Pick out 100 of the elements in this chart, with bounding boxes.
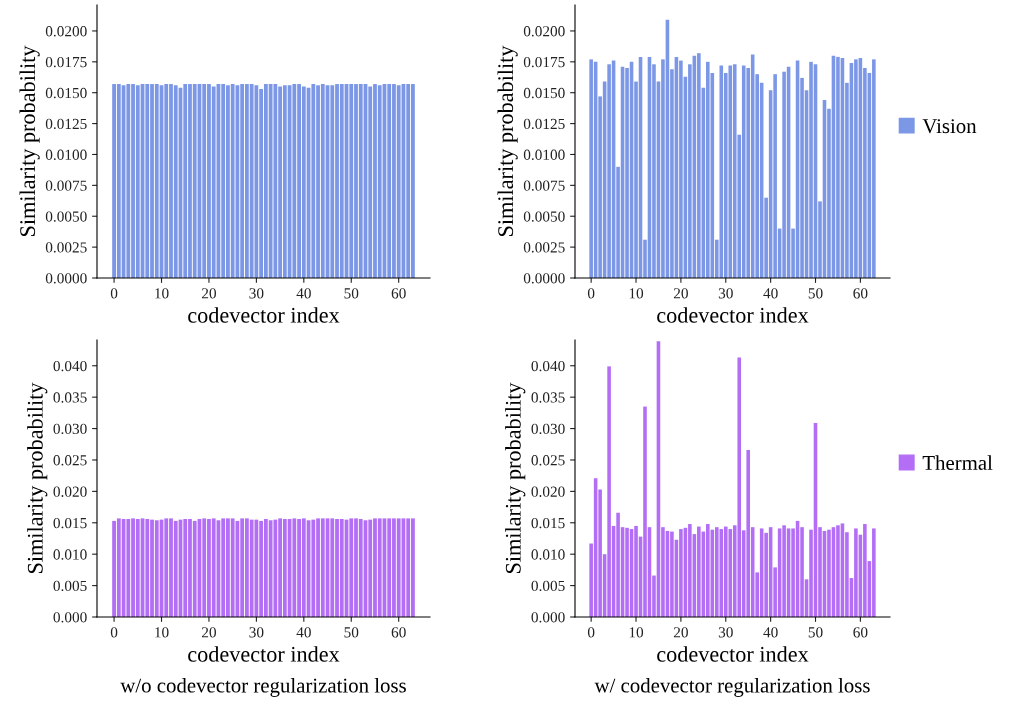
bar	[625, 527, 629, 617]
y-tick-label: 0.0025	[523, 242, 565, 253]
y-axis-title: Similarity probability	[27, 382, 48, 573]
bar	[670, 531, 674, 617]
y-axis-title: Similarity probability	[505, 382, 526, 573]
bar	[706, 61, 710, 278]
bar	[728, 65, 733, 278]
y-tick-label: 0.0150	[523, 87, 565, 99]
y-tick-label: 0.000	[531, 612, 565, 623]
x-tick-label: 50	[344, 288, 359, 299]
x-axis-title: codevector index	[657, 307, 809, 323]
y-tick-label: 0.005	[531, 580, 565, 592]
y-tick-label: 0.005	[53, 580, 87, 592]
bar	[723, 526, 728, 617]
y-tick-label: 0.0075	[523, 180, 565, 191]
x-tick-label: 20	[201, 627, 217, 638]
x-tick-label: 60	[853, 627, 868, 638]
x-tick-label: 60	[853, 288, 868, 299]
bar	[728, 529, 733, 617]
bar	[872, 528, 876, 617]
x-tick-label: 10	[629, 627, 644, 638]
x-tick-label: 0	[587, 627, 595, 638]
y-tick-label: 0.010	[53, 549, 87, 560]
text: w/o codevector regularization loss	[120, 677, 406, 697]
x-tick-label: 0	[110, 627, 118, 638]
x-tick-label: 60	[391, 288, 406, 299]
y-tick-label: 0.030	[53, 423, 87, 435]
y-tick-label: 0.000	[53, 612, 87, 623]
bar	[827, 529, 831, 617]
x-tick-label: 20	[201, 288, 217, 299]
x-tick-label: 10	[629, 288, 644, 299]
y-tick-label: 0.035	[53, 392, 87, 403]
bar	[679, 60, 683, 278]
x-tick-label: 40	[763, 288, 778, 299]
y-tick-label: 0.0200	[45, 26, 87, 37]
bar	[616, 512, 620, 617]
y-tick-label: 0.0050	[45, 211, 87, 222]
y-tick-label: 0.020	[531, 486, 565, 497]
x-tick-label: 40	[296, 288, 311, 299]
bar	[737, 357, 742, 617]
bar	[836, 525, 840, 617]
x-tick-label: 30	[249, 627, 264, 638]
y-axis-title: Similarity probability	[497, 45, 518, 236]
x-tick-label: 10	[155, 627, 169, 638]
bar	[719, 529, 724, 617]
bar	[643, 406, 647, 617]
x-tick-label: 40	[296, 627, 311, 638]
bar	[589, 59, 593, 278]
bar	[607, 64, 611, 278]
y-tick-label: 0.040	[531, 360, 565, 372]
bar	[773, 74, 777, 278]
bar	[732, 64, 737, 278]
bar	[706, 524, 710, 617]
y-tick-label: 0.0100	[45, 149, 87, 160]
y-tick-label: 0.0025	[45, 242, 87, 253]
y-tick-label: 0.0100	[523, 149, 565, 160]
y-tick-label: 0.025	[53, 455, 87, 466]
bar	[872, 59, 876, 278]
bar	[719, 65, 724, 278]
bar	[809, 61, 813, 278]
y-tick-label: 0.0175	[45, 56, 87, 68]
y-tick-label: 0.0125	[45, 118, 87, 130]
bar	[854, 528, 858, 617]
y-tick-label: 0.020	[53, 486, 87, 497]
bar	[607, 366, 611, 617]
x-tick-label: 50	[808, 288, 823, 299]
y-tick-label: 0.0075	[45, 180, 87, 191]
bar	[741, 65, 746, 278]
bar	[863, 524, 867, 617]
x-tick-label: 50	[808, 627, 823, 638]
y-tick-label: 0.030	[531, 423, 565, 435]
bar	[746, 449, 750, 617]
bar	[854, 59, 858, 278]
x-tick-label: 30	[249, 288, 264, 299]
y-tick-label: 0.0200	[523, 26, 565, 37]
y-tick-label: 0.0125	[523, 118, 565, 130]
x-tick-label: 40	[763, 627, 778, 638]
legend-label: Vision	[922, 119, 977, 134]
bar	[679, 529, 683, 617]
y-tick-label: 0.0000	[523, 273, 565, 284]
x-tick-label: 60	[391, 627, 406, 638]
x-tick-label: 50	[344, 627, 359, 638]
x-axis-title: codevector index	[657, 646, 809, 662]
y-tick-label: 0.0175	[523, 56, 565, 68]
x-tick-label: 30	[718, 288, 733, 299]
bar	[782, 71, 786, 278]
y-tick-label: 0.0150	[45, 87, 87, 99]
y-tick-label: 0.015	[53, 517, 87, 529]
bar	[782, 525, 786, 617]
y-axis-title: Similarity probability	[19, 45, 40, 236]
x-axis-title: codevector index	[188, 307, 340, 323]
y-tick-label: 0.025	[531, 455, 565, 466]
bar	[688, 524, 692, 617]
x-tick-label: 30	[718, 627, 733, 638]
x-tick-label: 20	[673, 288, 688, 299]
y-tick-label: 0.0050	[523, 211, 565, 222]
x-tick-label: 20	[673, 627, 688, 638]
x-tick-label: 0	[110, 288, 118, 299]
bar	[697, 53, 701, 278]
y-tick-label: 0.015	[531, 517, 565, 529]
